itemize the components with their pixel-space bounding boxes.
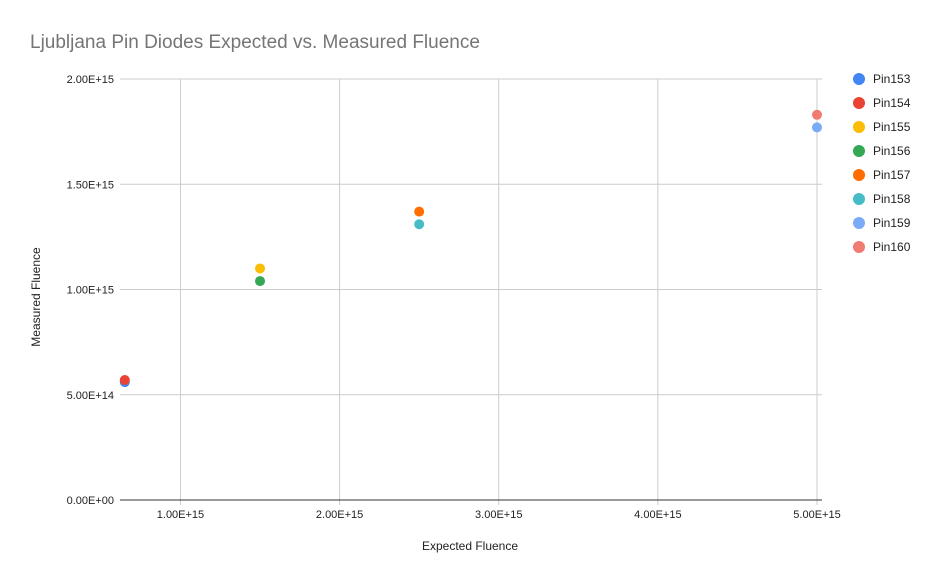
legend-label-pin157: Pin157 xyxy=(873,168,911,182)
legend-marker-pin153 xyxy=(853,73,865,85)
legend-label-pin155: Pin155 xyxy=(873,120,911,134)
y-tick-label: 0.00E+00 xyxy=(67,495,114,507)
data-point-pin154[interactable] xyxy=(119,375,130,386)
legend-marker-pin154 xyxy=(853,97,865,109)
y-tick-label: 1.00E+15 xyxy=(67,285,114,297)
y-axis-ticks: 0.00E+00 5.00E+14 1.00E+15 1.50E+15 2.00E+15 xyxy=(67,74,114,507)
legend-label-pin160: Pin160 xyxy=(873,240,911,254)
legend-label-pin154: Pin154 xyxy=(873,96,911,110)
x-tick-label: 3.00E+15 xyxy=(475,509,522,521)
legend-marker-pin159 xyxy=(853,217,865,229)
x-axis-title: Expected Fluence xyxy=(422,539,518,553)
x-tick-label: 1.00E+15 xyxy=(157,509,204,521)
data-point-pin160[interactable] xyxy=(812,109,822,120)
chart-title: Ljubljana Pin Diodes Expected vs. Measur… xyxy=(30,32,480,53)
legend-label-pin156: Pin156 xyxy=(873,144,911,158)
legend-marker-pin157 xyxy=(853,169,865,181)
y-tick-label: 1.50E+15 xyxy=(67,179,114,191)
legend-label-pin159: Pin159 xyxy=(873,216,911,230)
legend-label-pin158: Pin158 xyxy=(873,192,911,206)
data-point-pin155[interactable] xyxy=(255,263,266,274)
x-axis-ticks: 1.00E+15 2.00E+15 3.00E+15 4.00E+15 5.00E+15 xyxy=(157,509,841,521)
x-tick-label: 4.00E+15 xyxy=(634,509,681,521)
y-tick-label: 2.00E+15 xyxy=(67,74,114,86)
x-tick-label: 2.00E+15 xyxy=(316,509,363,521)
y-tick-label: 5.00E+14 xyxy=(67,390,114,402)
data-points xyxy=(119,109,822,388)
data-point-pin159[interactable] xyxy=(812,122,822,133)
data-point-pin157[interactable] xyxy=(414,206,425,217)
x-tick-label: 5.00E+15 xyxy=(793,509,840,521)
y-axis-title: Measured Fluence xyxy=(29,247,43,347)
legend-marker-pin155 xyxy=(853,121,865,133)
legend-marker-pin158 xyxy=(853,193,865,205)
data-point-pin156[interactable] xyxy=(255,276,266,287)
data-point-pin158[interactable] xyxy=(414,219,425,230)
legend-marker-pin160 xyxy=(853,241,865,253)
legend-marker-pin156 xyxy=(853,145,865,157)
legend-label-pin153: Pin153 xyxy=(873,72,911,86)
legend: Pin153 Pin154 Pin155 Pin156 Pin157 Pin158 Pin1… xyxy=(853,72,911,254)
grid xyxy=(120,78,822,505)
